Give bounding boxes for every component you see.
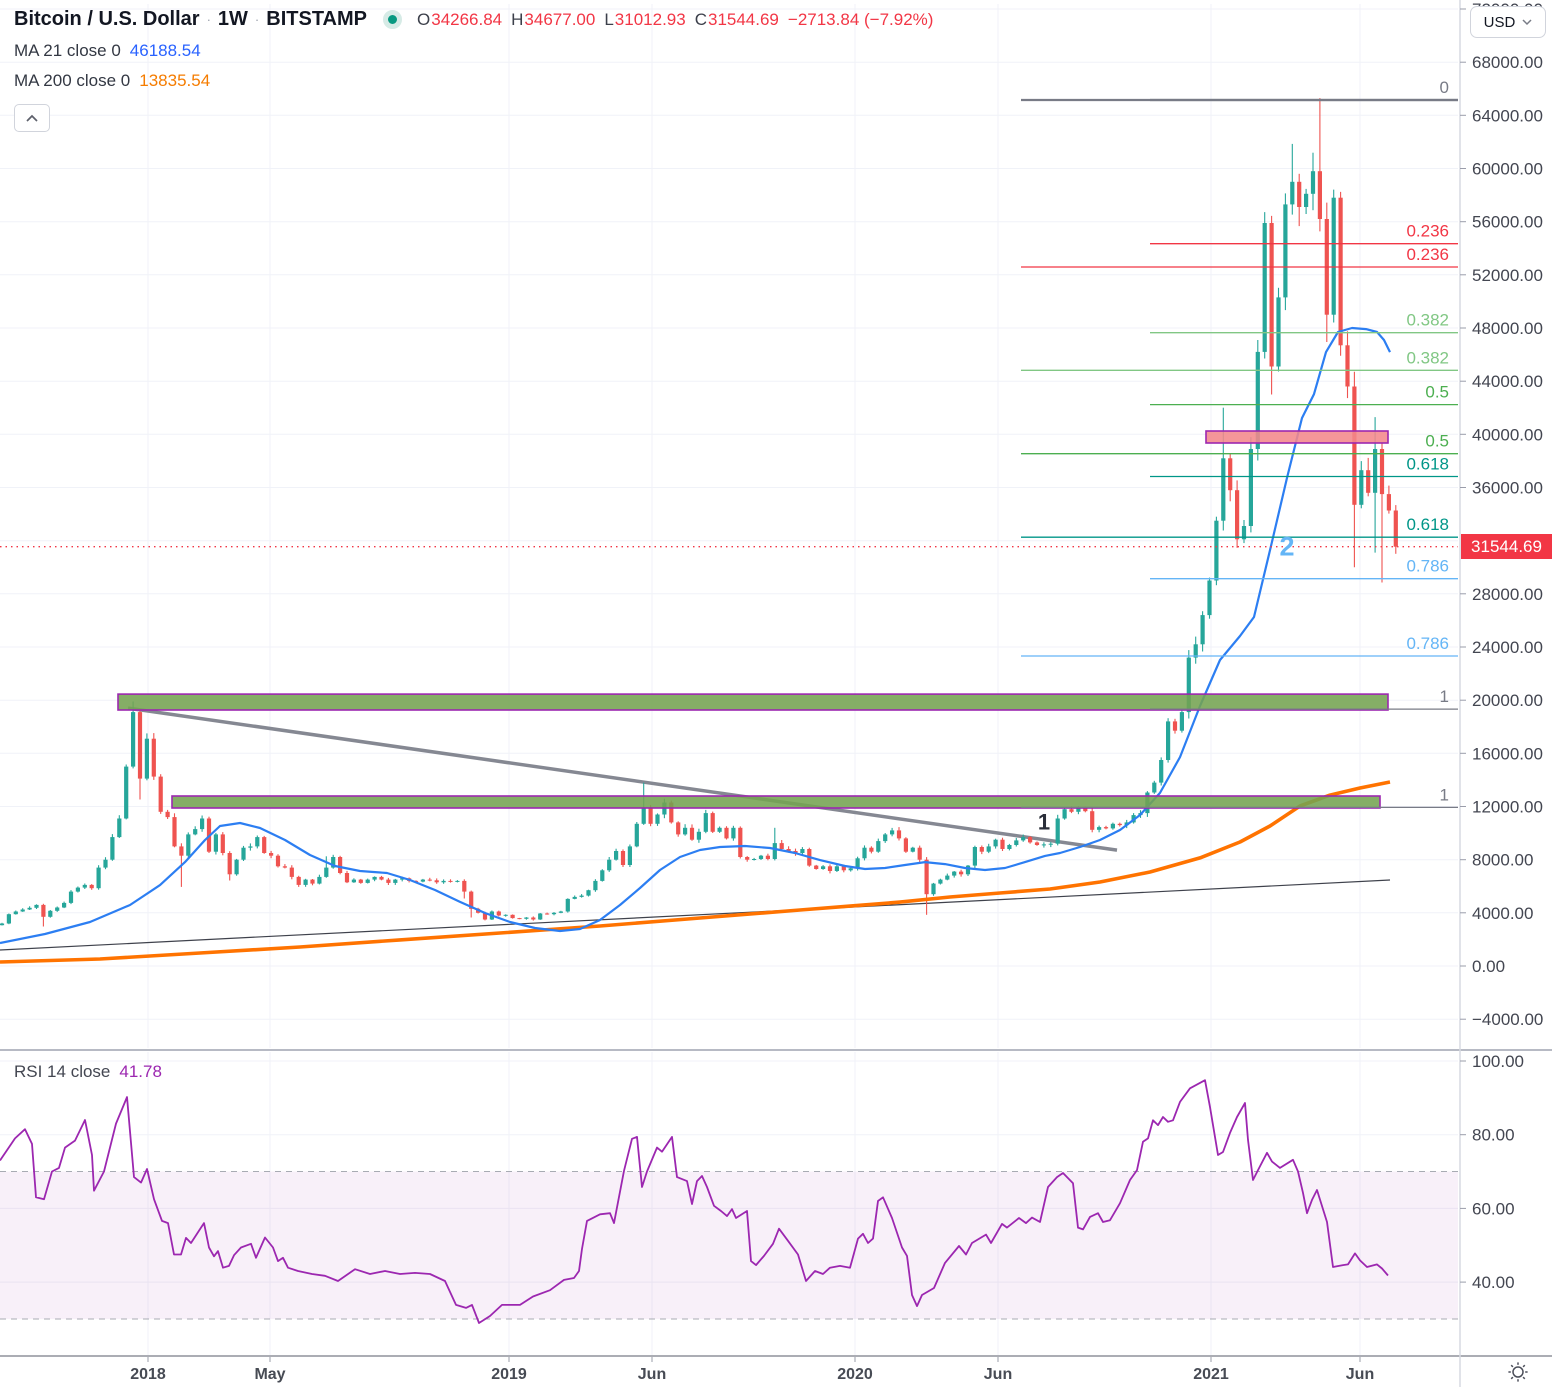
svg-text:0.00: 0.00: [1472, 957, 1505, 976]
ma21-line: [0, 326, 1391, 945]
svg-text:0.236: 0.236: [1406, 222, 1449, 241]
svg-text:Jun: Jun: [638, 1366, 666, 1383]
interval-label: 1W: [217, 8, 248, 30]
high-label: H: [511, 9, 524, 29]
ma200-line: [0, 780, 1391, 964]
svg-text:0.5: 0.5: [1425, 432, 1449, 451]
svg-text:1: 1: [1440, 687, 1449, 706]
ma200-legend-row: MA 200 close 0 13835.54: [14, 71, 933, 91]
currency-label: USD: [1483, 13, 1516, 31]
ma21-value: 46188.54: [129, 41, 201, 60]
market-status-icon: [383, 10, 402, 29]
wave-annotations[interactable]: 12: [1038, 532, 1295, 835]
close-label: C: [694, 9, 707, 29]
svg-text:0.786: 0.786: [1406, 634, 1449, 653]
time-axis[interactable]: 2018 May 2019 Jun 2020 Jun 2021 Jun: [130, 1357, 1374, 1383]
ma200-value: 13835.54: [139, 71, 211, 90]
svg-text:16000.00: 16000.00: [1472, 744, 1543, 763]
svg-text:52000.00: 52000.00: [1472, 266, 1543, 285]
svg-text:2019: 2019: [491, 1366, 527, 1383]
svg-text:2020: 2020: [837, 1366, 873, 1383]
svg-text:0.5: 0.5: [1425, 383, 1449, 402]
svg-text:8000.00: 8000.00: [1472, 851, 1533, 870]
svg-text:40000.00: 40000.00: [1472, 425, 1543, 444]
svg-text:28000.00: 28000.00: [1472, 585, 1543, 604]
svg-text:68000.00: 68000.00: [1472, 53, 1543, 72]
svg-text:2: 2: [1279, 532, 1294, 562]
svg-text:0.618: 0.618: [1406, 515, 1449, 534]
svg-text:1: 1: [1038, 810, 1050, 835]
exchange-label: BITSTAMP: [266, 8, 367, 30]
svg-text:0: 0: [1440, 78, 1449, 97]
separator-dot: ·: [206, 12, 211, 27]
ma21-label: MA 21 close 0: [14, 41, 121, 60]
gear-icon: [1508, 1362, 1528, 1382]
svg-text:2021: 2021: [1193, 1366, 1229, 1383]
rsi-line: [0, 1079, 1389, 1324]
svg-text:May: May: [254, 1366, 285, 1383]
open-value: 34266.84: [431, 9, 503, 29]
svg-text:0.618: 0.618: [1406, 455, 1449, 474]
rsi-pane: [0, 1079, 1458, 1324]
svg-text:64000.00: 64000.00: [1472, 106, 1543, 125]
separator-dot: ·: [254, 12, 260, 27]
svg-text:0.382: 0.382: [1406, 348, 1449, 367]
low-label: L: [604, 9, 614, 29]
open-label: O: [417, 9, 431, 29]
svg-text:44000.00: 44000.00: [1472, 372, 1543, 391]
fib-retracements[interactable]: 0 0.236 0.382 0.5 0.618 0.786 1 0.236 0.382 0.5 0.…: [1021, 78, 1458, 809]
svg-text:24000.00: 24000.00: [1472, 638, 1543, 657]
settings-button[interactable]: [1498, 1360, 1538, 1384]
price-axis[interactable]: 72000.0068000.0064000.0060000.0056000.00…: [1460, 0, 1543, 1292]
svg-text:40.00: 40.00: [1472, 1273, 1515, 1292]
svg-text:12000.00: 12000.00: [1472, 798, 1543, 817]
rsi-value: 41.78: [119, 1062, 162, 1081]
currency-dropdown[interactable]: USD: [1470, 6, 1546, 38]
svg-text:100.00: 100.00: [1472, 1052, 1524, 1071]
svg-text:Jun: Jun: [984, 1366, 1012, 1383]
current-price-badge: 31544.69: [1461, 534, 1552, 559]
ma21-legend-row: MA 21 close 0 46188.54: [14, 41, 933, 61]
gridlines: [0, 4, 1458, 1355]
svg-text:4000.00: 4000.00: [1472, 904, 1533, 923]
low-value: 31012.93: [614, 9, 686, 29]
chevron-up-icon: [26, 114, 38, 122]
svg-text:60000.00: 60000.00: [1472, 160, 1543, 179]
close-value: 31544.69: [707, 9, 779, 29]
svg-text:0.382: 0.382: [1406, 311, 1449, 330]
svg-text:56000.00: 56000.00: [1472, 213, 1543, 232]
chevron-down-icon: [1522, 18, 1532, 25]
svg-text:0.236: 0.236: [1406, 245, 1449, 264]
ma200-label: MA 200 close 0: [14, 71, 131, 90]
rsi-legend: RSI 14 close 41.78: [14, 1062, 162, 1082]
symbol-title: Bitcoin / U.S. Dollar: [14, 8, 200, 30]
svg-text:48000.00: 48000.00: [1472, 319, 1543, 338]
svg-text:2018: 2018: [130, 1366, 166, 1383]
svg-text:−4000.00: −4000.00: [1472, 1010, 1543, 1029]
svg-text:20000.00: 20000.00: [1472, 691, 1543, 710]
svg-text:0.786: 0.786: [1406, 557, 1449, 576]
svg-text:80.00: 80.00: [1472, 1126, 1515, 1145]
ohlc-readout: O 34266.84 H 34677.00 L 31012.93 C 31544.69 …: [408, 10, 933, 30]
svg-text:36000.00: 36000.00: [1472, 479, 1543, 498]
svg-text:1: 1: [1440, 785, 1449, 804]
trendlines[interactable]: [0, 706, 1391, 951]
svg-text:60.00: 60.00: [1472, 1199, 1515, 1218]
drawing-zones[interactable]: [117, 430, 1389, 809]
change-value: −2713.84 (−7.92%): [787, 9, 934, 29]
high-value: 34677.00: [524, 9, 596, 29]
collapse-legend-button[interactable]: [14, 104, 50, 132]
svg-text:Jun: Jun: [1346, 1366, 1374, 1383]
rsi-label: RSI 14 close: [14, 1062, 111, 1081]
